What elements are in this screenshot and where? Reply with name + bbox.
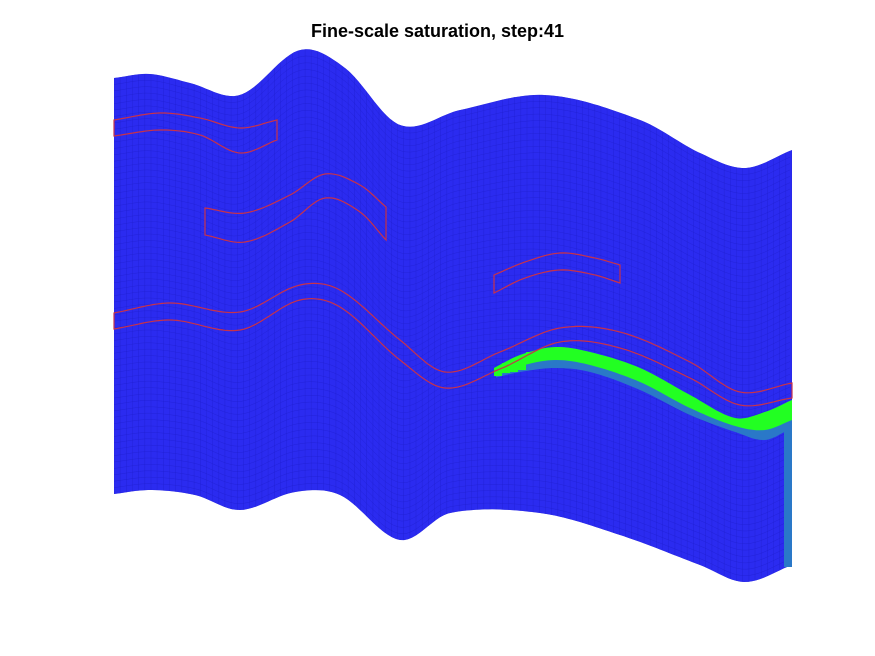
saturated-cell xyxy=(518,356,526,370)
grid-line-horizontal xyxy=(114,205,791,315)
grid-line-horizontal xyxy=(114,306,791,411)
saturated-cell xyxy=(526,352,534,360)
grid-line-horizontal xyxy=(114,239,791,347)
grid-line-horizontal xyxy=(114,449,791,545)
grid-line-horizontal xyxy=(114,455,791,551)
grid-line-horizontal xyxy=(114,225,791,334)
grid-line-horizontal xyxy=(114,367,791,468)
grid-line-horizontal xyxy=(114,164,791,277)
outline-block-right xyxy=(493,252,621,294)
grid-line-horizontal xyxy=(114,388,791,487)
grid-line-horizontal xyxy=(114,428,791,525)
coarse-block-outlines xyxy=(113,112,793,407)
grid-line-horizontal xyxy=(114,374,791,474)
grid-line-horizontal xyxy=(114,395,791,494)
boundary-transition-column xyxy=(784,425,792,567)
grid-line-horizontal xyxy=(114,435,791,532)
grid-line-horizontal xyxy=(114,62,791,181)
grid-line-horizontal xyxy=(114,293,791,398)
grid-line-horizontal xyxy=(114,286,791,392)
grid-line-horizontal xyxy=(114,76,791,194)
grid-line-horizontal xyxy=(114,483,791,576)
grid-line-horizontal xyxy=(114,462,791,557)
grid-line-horizontal xyxy=(114,442,791,538)
outline-block-middle xyxy=(204,173,387,244)
grid-line-horizontal xyxy=(114,69,791,188)
saturated-band xyxy=(494,347,792,431)
grid-line-horizontal xyxy=(114,401,791,500)
grid-line-horizontal xyxy=(114,184,791,296)
grid-line-horizontal xyxy=(114,272,791,379)
grid-line-horizontal xyxy=(114,218,791,328)
grid-line-horizontal xyxy=(114,361,791,462)
grid-line-horizontal xyxy=(114,381,791,481)
outline-block-top-left xyxy=(113,112,278,154)
grid-line-horizontal xyxy=(114,469,791,564)
grid-line-horizontal xyxy=(114,252,791,360)
grid-line-horizontal xyxy=(114,150,791,264)
saturated-cell xyxy=(502,363,510,373)
grid-line-horizontal xyxy=(114,408,791,506)
grid-line-horizontal xyxy=(114,89,791,207)
grid-line-horizontal xyxy=(114,232,791,341)
outline-band-lower xyxy=(113,282,793,407)
grid-line-horizontal xyxy=(114,177,791,290)
grid-line-horizontal xyxy=(114,144,791,258)
grid-line-horizontal xyxy=(114,171,791,283)
saturation-front xyxy=(494,347,792,567)
grid-line-horizontal xyxy=(114,123,791,239)
grid-line-horizontal xyxy=(114,415,791,513)
grid-line-horizontal xyxy=(114,279,791,385)
grid-line-horizontal xyxy=(114,334,791,436)
grid-line-horizontal xyxy=(114,137,791,252)
grid-line-horizontal xyxy=(114,49,791,169)
grid-line-horizontal xyxy=(114,259,791,366)
grid-line-horizontal xyxy=(114,130,791,245)
grid-line-horizontal xyxy=(114,422,791,519)
grid-line-horizontal xyxy=(114,96,791,213)
grid-line-horizontal xyxy=(114,55,791,175)
saturated-cell xyxy=(494,368,502,376)
saturated-cell xyxy=(510,360,518,372)
grid-line-horizontal xyxy=(114,354,791,455)
grid-line-horizontal xyxy=(114,476,791,570)
grid-line-horizontal xyxy=(114,116,791,232)
grid-line-horizontal xyxy=(114,245,791,353)
grid-line-horizontal xyxy=(114,110,791,226)
grid-line-horizontal xyxy=(114,157,791,271)
grid-line-horizontal xyxy=(114,347,791,449)
grid-line-horizontal xyxy=(114,340,791,443)
grid-line-horizontal xyxy=(114,211,791,322)
grid-line-horizontal xyxy=(114,82,791,201)
grid-line-horizontal xyxy=(114,198,791,309)
grid-line-horizontal xyxy=(114,103,791,220)
plot-title: Fine-scale saturation, step:41 xyxy=(310,21,565,41)
grid-line-horizontal xyxy=(114,191,791,302)
grid-line-horizontal xyxy=(114,266,791,373)
